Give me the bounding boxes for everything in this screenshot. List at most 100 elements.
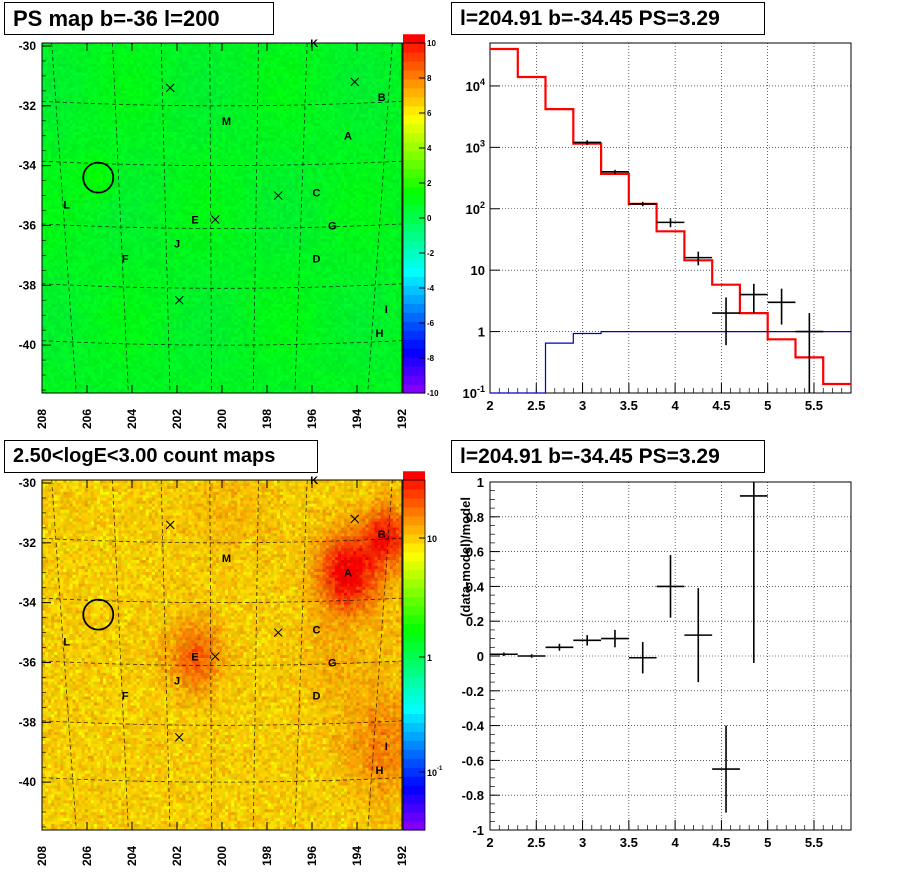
map0-colorbar-cell: [403, 258, 425, 268]
map2-colorbar-cell: [403, 534, 425, 544]
map0-xtick-label: 196: [305, 409, 319, 429]
map0-cells: [42, 43, 403, 394]
map0-xtick-label: 200: [215, 409, 229, 429]
map0-source-c: C: [313, 188, 321, 200]
map0-ytick-label: -34: [19, 159, 37, 173]
map0-xtick-label: 192: [395, 409, 409, 429]
map0-colorbar-cell: [403, 204, 425, 215]
map0-colorbar-cell: [403, 195, 425, 206]
spectrum-ytick-label: 103: [466, 138, 485, 155]
map0-grid-meridian: [367, 42, 393, 394]
map0-colorbar-cell: [403, 303, 425, 313]
map0-colorbar-cell: [403, 267, 425, 277]
map2-colorbar-cell: [403, 569, 425, 580]
map0-source-i: I: [385, 304, 388, 316]
spectrum-ytick-label: 102: [466, 200, 485, 217]
map2-colorbar-cell: [403, 543, 425, 553]
title-tl: PS map b=-36 l=200: [4, 2, 274, 35]
map0-source-g: G: [328, 220, 337, 232]
map0-ytick-label: -40: [19, 338, 37, 352]
map2-source-c: C: [313, 625, 321, 637]
map0-source-d: D: [313, 253, 321, 265]
map0-colorbar-label: 2: [427, 179, 432, 188]
map0-cross-marker: [174, 295, 184, 305]
map0-ytick-label: -38: [19, 278, 37, 292]
spectrum-ytick-label: 10: [471, 263, 485, 278]
map2-colorbar-cell: [403, 641, 425, 652]
spectrum-xtick-label: 4.5: [712, 398, 730, 413]
map2-colorbar-cell: [403, 821, 425, 831]
residual-ytick-label: -0.4: [462, 719, 485, 734]
map2-target-circle: [82, 598, 115, 631]
map2-cross-marker: [350, 514, 360, 524]
residual-ytick-label: -0.6: [462, 753, 484, 768]
residual-ytick-label: 0.2: [466, 614, 484, 629]
map2-source-g: G: [328, 657, 337, 669]
map0-source-k: K: [310, 38, 318, 50]
map0-grid-meridian: [160, 42, 171, 394]
map0-colorbar-cell: [403, 168, 425, 179]
map2-colorbar-cell: [403, 686, 425, 696]
map0-ytick-label: -30: [19, 39, 37, 53]
map2-colorbar-cell: [403, 812, 425, 822]
map0-grid-meridian: [294, 42, 308, 394]
map2-grid-meridian: [160, 479, 171, 831]
map0-colorbar-label: 10: [427, 39, 436, 48]
map0-colorbar-cell: [403, 222, 425, 233]
map2-colorbar-cell: [403, 776, 425, 786]
map2-source-i: I: [385, 741, 388, 753]
spectrum-xtick-label: 4: [672, 398, 680, 413]
map2-xtick-label: 194: [350, 846, 364, 866]
map2-colorbar-cell: [403, 803, 425, 813]
spectrum-ytick-label: 104: [466, 77, 485, 94]
map2-colorbar-cell: [403, 677, 425, 688]
residual-ytick-label: 0.8: [466, 510, 484, 525]
map2-xtick-label: 204: [125, 846, 139, 866]
map0-colorbar-cell: [403, 70, 425, 80]
residual-ytick-label: -0.2: [462, 684, 484, 699]
map0-colorbar-cell: [403, 375, 425, 385]
spectrum-background-line: [490, 331, 851, 394]
map0-colorbar-label: 0: [427, 214, 432, 223]
map2-colorbar-cell: [403, 695, 425, 705]
map2-grid-meridian: [252, 479, 259, 831]
spectrum-xtick-label: 5.5: [805, 398, 823, 413]
map0-colorbar-cell: [403, 115, 425, 125]
map0-cross-marker: [165, 83, 175, 93]
map0-xtick-label: 204: [125, 409, 139, 429]
residual-xtick-label: 3.5: [620, 835, 638, 850]
map0-colorbar-cell: [403, 240, 425, 251]
map2-cross-marker: [210, 652, 220, 661]
map2-grid-meridian: [209, 479, 212, 831]
map0-source-f: F: [122, 253, 129, 265]
map2-source-f: F: [122, 690, 129, 702]
residual-ytick-label: -0.8: [462, 788, 484, 803]
map0-colorbar-cell: [403, 348, 425, 358]
map2-grid-meridian: [294, 479, 308, 831]
map0-colorbar-cell: [403, 294, 425, 304]
map0-colorbar-cell: [403, 43, 425, 53]
residual-ytick-label: -1: [472, 823, 484, 838]
map2-colorbar-cell: [403, 498, 425, 508]
map2-ytick-label: -34: [19, 596, 37, 610]
map2-colorbar-cell: [403, 560, 425, 571]
map2-colorbar-cell: [403, 587, 425, 598]
map2-colorbar-cell: [403, 767, 425, 777]
spectrum-xtick-label: 3: [579, 398, 586, 413]
map0-xtick-label: 194: [350, 409, 364, 429]
map0-xtick-label: 198: [260, 409, 274, 429]
map2-colorbar-cell: [403, 596, 425, 607]
map0-grid-meridian: [112, 42, 129, 394]
residual-xtick-label: 2: [486, 835, 493, 850]
map2-colorbar-cell: [403, 632, 425, 643]
spectrum-ytick-label: 10-1: [463, 384, 485, 401]
map2-grid-meridian: [367, 479, 393, 831]
map2-colorbar-cell: [403, 740, 425, 750]
map2-source-k: K: [310, 475, 318, 487]
spectrum-frame: [489, 42, 852, 394]
map2-source-d: D: [313, 690, 321, 702]
title-tr: l=204.91 b=-34.45 PS=3.29: [451, 2, 765, 35]
map0-xtick-label: 208: [35, 409, 49, 429]
map2-colorbar-frame: [402, 479, 426, 831]
